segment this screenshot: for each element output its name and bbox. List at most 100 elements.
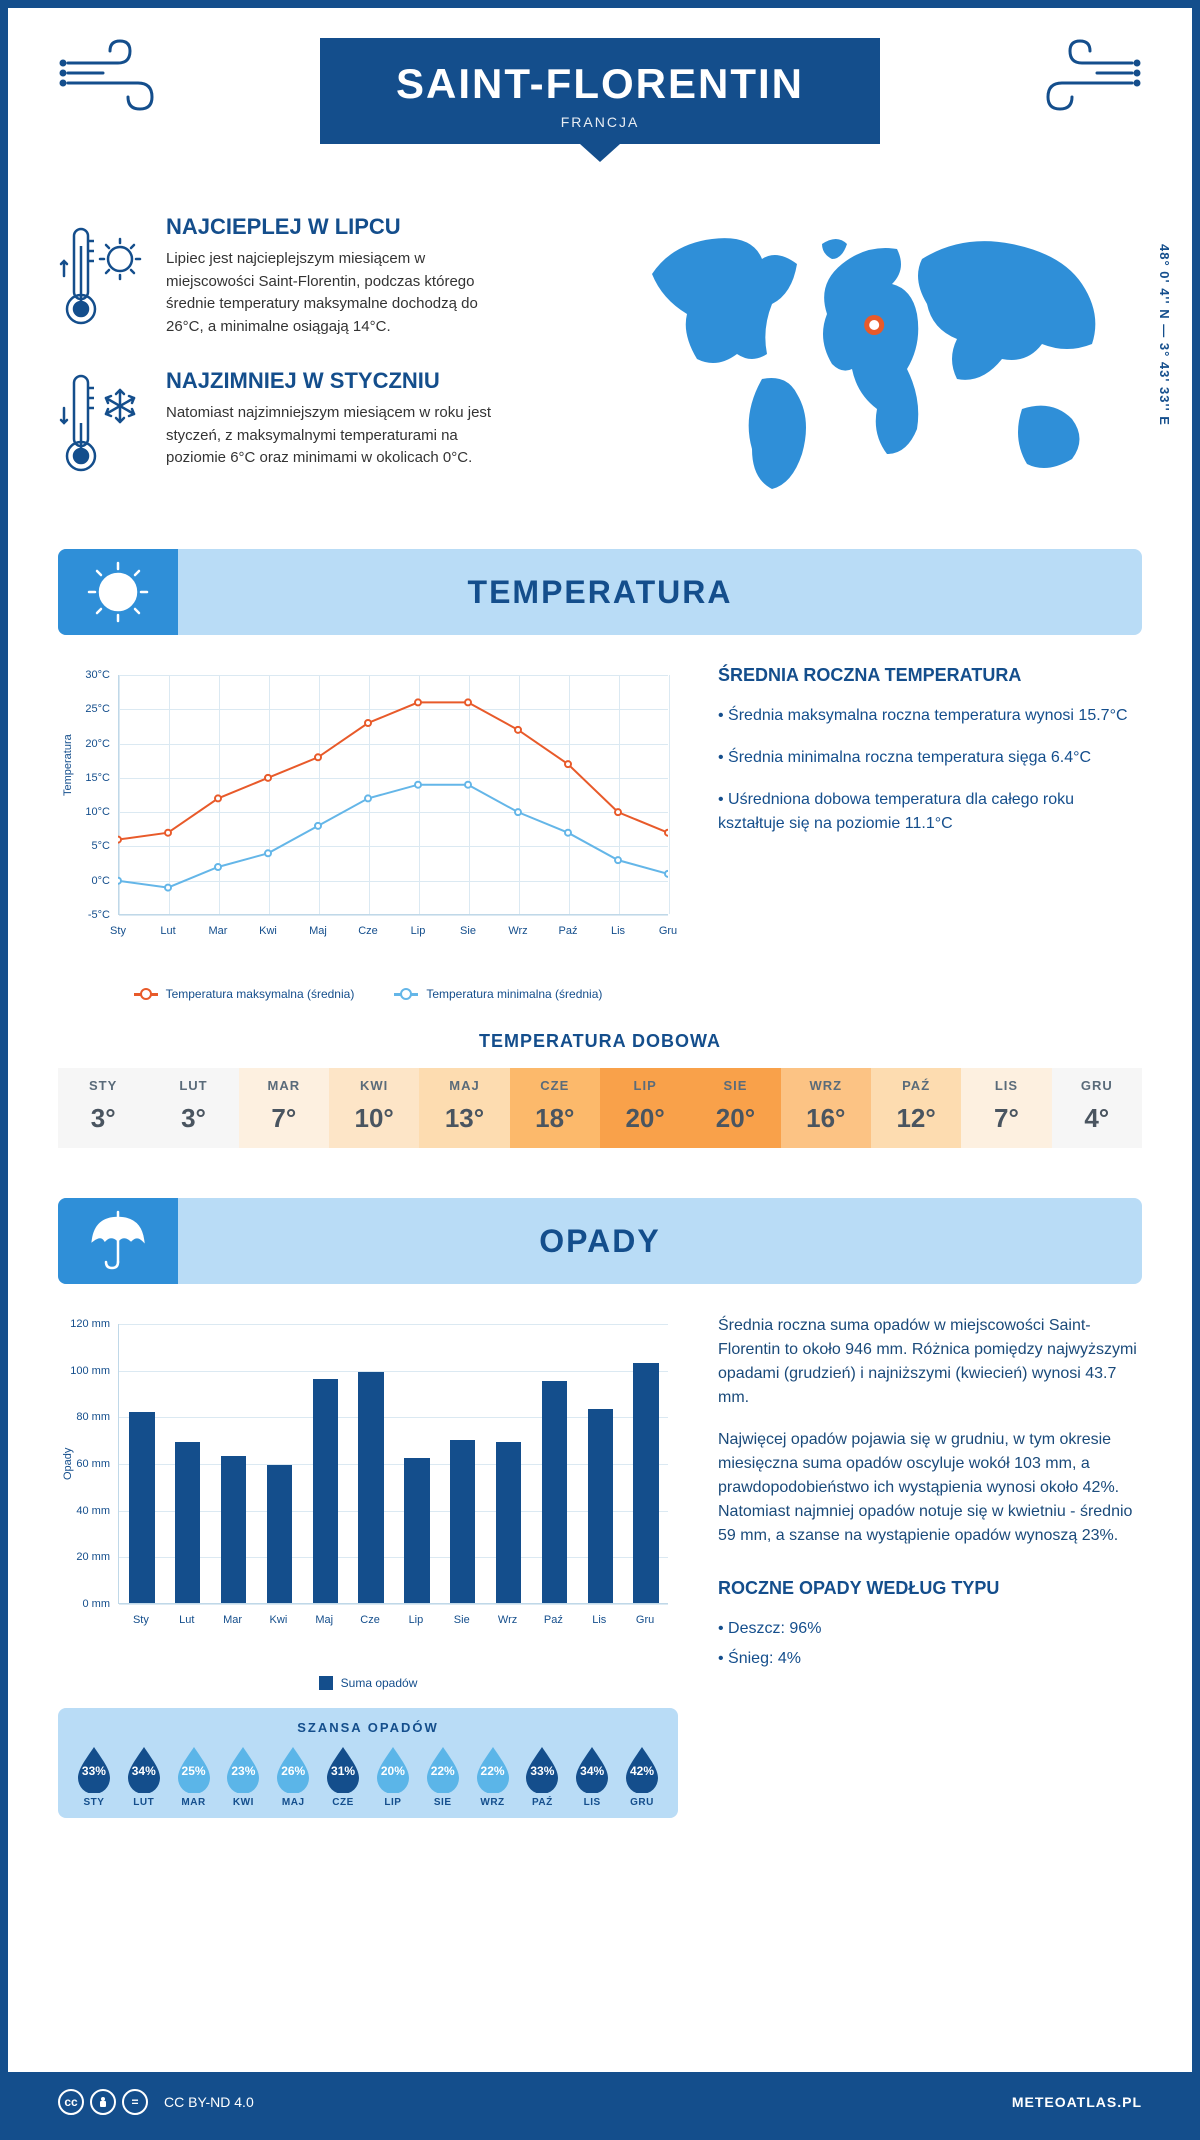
coordinates: 48° 0' 4'' N — 3° 43' 33'' E (1157, 244, 1172, 426)
chance-value: 42% (630, 1764, 654, 1778)
thermometer-sun-icon (58, 214, 148, 338)
temp-value: 7° (961, 1103, 1051, 1134)
cc-icon: cc (58, 2089, 84, 2115)
x-tick-label: Maj (315, 1614, 333, 1626)
y-tick-label: 40 mm (58, 1505, 110, 1517)
temp-value: 3° (148, 1103, 238, 1134)
chance-value: 20% (381, 1764, 405, 1778)
rain-chance-cell: 25% MAR (172, 1745, 216, 1808)
license-text: CC BY-ND 4.0 (164, 2094, 254, 2110)
x-tick-label: Wrz (508, 925, 527, 937)
bar (221, 1456, 246, 1603)
thermometer-snow-icon (58, 368, 148, 478)
x-tick-label: Cze (358, 925, 378, 937)
rain-chance-cell: 33% STY (72, 1745, 116, 1808)
drop-icon: 42% (622, 1745, 662, 1793)
legend-max: Temperatura maksymalna (średnia) (134, 987, 355, 1001)
rain-chance-cell: 26% MAJ (271, 1745, 315, 1808)
daily-temp-cell: MAJ13° (419, 1068, 509, 1148)
month-label: LIS (961, 1078, 1051, 1093)
x-tick-label: Gru (636, 1614, 654, 1626)
x-tick-label: Mar (223, 1614, 242, 1626)
fact-coldest: NAJZIMNIEJ W STYCZNIU Natomiast najzimni… (58, 368, 592, 478)
temperature-chart: Temperatura -5°C0°C5°C10°C15°C20°C25°C30… (58, 665, 678, 1001)
location-marker (864, 315, 884, 335)
x-tick-label: Wrz (498, 1614, 517, 1626)
drop-icon: 34% (572, 1745, 612, 1793)
y-tick-label: -5°C (58, 909, 110, 921)
temp-value: 20° (690, 1103, 780, 1134)
daily-temp-cell: STY 3° (58, 1068, 148, 1148)
rain-chance-cell: 23% KWI (221, 1745, 265, 1808)
footer: cc = CC BY-ND 4.0 METEOATLAS.PL (8, 2072, 1192, 2132)
temp-value: 20° (600, 1103, 690, 1134)
month-label: STY (58, 1078, 148, 1093)
x-tick-label: Sty (110, 925, 126, 937)
intro-row: NAJCIEPLEJ W LIPCU Lipiec jest najcieple… (58, 214, 1142, 519)
rain-type-bullet: • Śnieg: 4% (718, 1647, 1142, 1671)
bar (175, 1442, 200, 1603)
month-label: KWI (329, 1078, 419, 1093)
chance-title: SZANSA OPADÓW (72, 1720, 664, 1735)
month-label: WRZ (781, 1078, 871, 1093)
chance-value: 34% (580, 1764, 604, 1778)
y-tick-label: 20°C (58, 738, 110, 750)
bar (542, 1381, 567, 1603)
bar (404, 1458, 429, 1603)
y-tick-label: 10°C (58, 806, 110, 818)
y-tick-label: 60 mm (58, 1458, 110, 1470)
daily-temp-strip: STY3°LUT3°MAR7°KWI10°MAJ13°CZE18°LIP20°S… (58, 1068, 1142, 1148)
temp-value: 18° (510, 1103, 600, 1134)
city-name: SAINT-FLORENTIN (340, 60, 860, 108)
fact-coldest-title: NAJZIMNIEJ W STYCZNIU (166, 368, 516, 394)
drop-icon: 34% (124, 1745, 164, 1793)
chance-value: 26% (281, 1764, 305, 1778)
bar (129, 1412, 154, 1603)
temp-value: 4° (1052, 1103, 1142, 1134)
x-tick-label: Kwi (259, 925, 277, 937)
daily-temp-cell: LIP20° (600, 1068, 690, 1148)
summary-title: ŚREDNIA ROCZNA TEMPERATURA (718, 665, 1142, 686)
month-label: CZE (510, 1078, 600, 1093)
bar (633, 1363, 658, 1603)
world-map: 48° 0' 4'' N — 3° 43' 33'' E (622, 214, 1142, 519)
x-tick-label: Mar (209, 925, 228, 937)
bar (313, 1379, 338, 1603)
drop-icon: 26% (273, 1745, 313, 1793)
rain-chance-cell: 42% GRU (620, 1745, 664, 1808)
x-tick-label: Lut (179, 1614, 194, 1626)
license: cc = CC BY-ND 4.0 (58, 2089, 254, 2115)
chart-legend: Temperatura maksymalna (średnia) Tempera… (58, 987, 678, 1001)
y-tick-label: 80 mm (58, 1411, 110, 1423)
month-label: GRU (1052, 1078, 1142, 1093)
fact-warmest-title: NAJCIEPLEJ W LIPCU (166, 214, 516, 240)
x-tick-label: Paź (559, 925, 578, 937)
temp-value: 3° (58, 1103, 148, 1134)
daily-temp-cell: LUT3° (148, 1068, 238, 1148)
fact-warmest-body: Lipiec jest najcieplejszym miesiącem w m… (166, 248, 516, 338)
section-title-rain: OPADY (178, 1223, 1142, 1260)
month-label: GRU (620, 1797, 664, 1808)
temperature-row: Temperatura -5°C0°C5°C10°C15°C20°C25°C30… (58, 665, 1142, 1001)
y-tick-label: 0°C (58, 875, 110, 887)
umbrella-icon (58, 1198, 178, 1284)
legend-min: Temperatura minimalna (średnia) (394, 987, 602, 1001)
temperature-summary: ŚREDNIA ROCZNA TEMPERATURA • Średnia mak… (718, 665, 1142, 854)
daily-temp-title: TEMPERATURA DOBOWA (58, 1031, 1142, 1052)
by-icon (90, 2089, 116, 2115)
drop-icon: 31% (323, 1745, 363, 1793)
title-banner: SAINT-FLORENTIN FRANCJA (320, 38, 880, 144)
rain-type-title: ROCZNE OPADY WEDŁUG TYPU (718, 1578, 1142, 1599)
chance-value: 33% (530, 1764, 554, 1778)
rain-summary-p1: Średnia roczna suma opadów w miejscowośc… (718, 1314, 1142, 1410)
facts-column: NAJCIEPLEJ W LIPCU Lipiec jest najcieple… (58, 214, 592, 519)
x-tick-label: Paź (544, 1614, 563, 1626)
section-title-temperature: TEMPERATURA (178, 574, 1142, 611)
daily-temp-cell: KWI10° (329, 1068, 419, 1148)
x-tick-label: Lut (160, 925, 175, 937)
summary-bullet: • Uśredniona dobowa temperatura dla całe… (718, 788, 1142, 836)
infographic-page: SAINT-FLORENTIN FRANCJA NAJCIEPLEJ W LIP… (0, 0, 1200, 2140)
drop-icon: 25% (174, 1745, 214, 1793)
y-tick-label: 5°C (58, 840, 110, 852)
rain-chance-box: SZANSA OPADÓW 33% STY 34% LUT 25% MAR 23… (58, 1708, 678, 1818)
